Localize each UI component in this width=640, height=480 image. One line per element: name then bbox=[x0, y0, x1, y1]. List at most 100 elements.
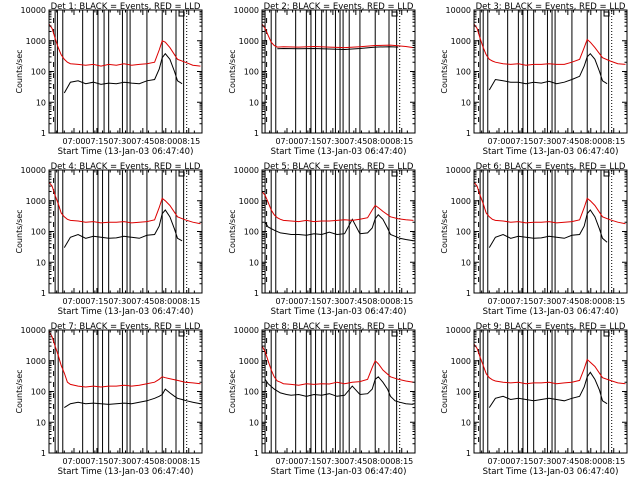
x-tick-label: 08:15 bbox=[602, 297, 625, 306]
panel-data-layer bbox=[49, 170, 201, 293]
y-tick-label: 100 bbox=[456, 228, 471, 237]
y-tick-label: 10000 bbox=[21, 6, 46, 15]
x-tick-label: 07:30 bbox=[533, 137, 556, 146]
y-tick-label: 100 bbox=[456, 388, 471, 397]
x-tick-label: 07:45 bbox=[556, 137, 579, 146]
x-tick-label: 08:00 bbox=[579, 457, 602, 466]
y-tick-label: 10 bbox=[249, 98, 259, 107]
x-axis-label: Start Time (13-Jan-03 06:47:40) bbox=[271, 467, 407, 477]
series-line-lld bbox=[474, 181, 626, 225]
panel-5: 1 10 100 1000 10000 07:00 07:15 07:30 07:45 08:00… bbox=[228, 162, 416, 317]
y-tick-label: 1 bbox=[466, 449, 471, 458]
series-line-events bbox=[488, 371, 608, 408]
x-tick-label: 08:15 bbox=[177, 137, 200, 146]
x-tick-label: 07:00 bbox=[62, 297, 85, 306]
x-tick-label: 08:15 bbox=[390, 457, 413, 466]
x-tick-label: 08:00 bbox=[367, 297, 390, 306]
x-tick-label: 08:15 bbox=[602, 457, 625, 466]
y-tick-label: 1 bbox=[41, 449, 46, 458]
x-axis-label: Start Time (13-Jan-03 06:47:40) bbox=[58, 307, 194, 317]
legend-box bbox=[178, 11, 185, 17]
series-line-events bbox=[488, 209, 608, 248]
legend-box bbox=[603, 171, 610, 177]
y-tick-label: 1000 bbox=[239, 37, 259, 46]
x-tick-label: 07:45 bbox=[344, 457, 367, 466]
series-line-lld bbox=[262, 345, 414, 386]
y-tick-label: 10 bbox=[461, 98, 471, 107]
y-tick-label: 1000 bbox=[451, 197, 471, 206]
y-tick-label: 10000 bbox=[234, 166, 259, 175]
legend-box bbox=[391, 171, 398, 177]
panel-title: Det 9: BLACK = Events, RED = LLD bbox=[476, 322, 626, 332]
y-tick-label: 1000 bbox=[26, 197, 46, 206]
y-axis-label: Counts/sec bbox=[440, 369, 449, 413]
y-tick-label: 100 bbox=[456, 68, 471, 77]
x-tick-label: 07:15 bbox=[85, 137, 108, 146]
x-tick-label: 07:15 bbox=[298, 137, 321, 146]
y-tick-label: 100 bbox=[244, 68, 259, 77]
x-tick-label: 07:00 bbox=[487, 137, 510, 146]
x-tick-label: 07:45 bbox=[344, 297, 367, 306]
panel-data-layer bbox=[474, 330, 626, 453]
series-line-lld bbox=[49, 23, 201, 67]
panel-title: Det 7: BLACK = Events, RED = LLD bbox=[51, 322, 201, 332]
y-tick-label: 1000 bbox=[26, 357, 46, 366]
y-tick-label: 1000 bbox=[451, 357, 471, 366]
x-axis-label: Start Time (13-Jan-03 06:47:40) bbox=[483, 307, 619, 317]
x-tick-label: 07:15 bbox=[510, 137, 533, 146]
y-tick-label: 100 bbox=[244, 228, 259, 237]
y-tick-label: 100 bbox=[31, 228, 46, 237]
x-axis-label: Start Time (13-Jan-03 06:47:40) bbox=[483, 467, 619, 477]
y-tick-label: 1 bbox=[254, 129, 259, 138]
legend-box bbox=[603, 331, 610, 337]
y-tick-label: 100 bbox=[244, 388, 259, 397]
series-line-lld bbox=[474, 23, 626, 66]
panel-data-layer bbox=[49, 330, 201, 453]
x-tick-label: 07:30 bbox=[108, 457, 131, 466]
panel-data-layer bbox=[49, 10, 201, 133]
y-axis-label: Counts/sec bbox=[15, 369, 24, 413]
series-line-events bbox=[488, 52, 608, 91]
x-tick-label: 07:45 bbox=[344, 137, 367, 146]
series-line-events bbox=[63, 52, 183, 94]
x-tick-label: 08:15 bbox=[390, 297, 413, 306]
x-tick-label: 07:30 bbox=[321, 297, 344, 306]
x-tick-label: 08:00 bbox=[367, 137, 390, 146]
y-tick-label: 1 bbox=[254, 449, 259, 458]
legend-box bbox=[178, 171, 185, 177]
x-tick-label: 08:00 bbox=[154, 137, 177, 146]
x-tick-label: 08:15 bbox=[390, 137, 413, 146]
x-tick-label: 07:15 bbox=[510, 297, 533, 306]
x-tick-label: 08:00 bbox=[579, 297, 602, 306]
x-tick-label: 07:45 bbox=[556, 457, 579, 466]
y-tick-label: 10000 bbox=[21, 166, 46, 175]
x-tick-label: 08:00 bbox=[154, 297, 177, 306]
x-tick-label: 07:00 bbox=[275, 137, 298, 146]
y-tick-label: 10000 bbox=[21, 326, 46, 335]
panel-data-layer bbox=[262, 330, 414, 453]
x-tick-label: 07:00 bbox=[275, 297, 298, 306]
panel-3: 1 10 100 1000 10000 07:00 07:15 07:30 07:45 08:00… bbox=[440, 2, 628, 157]
y-tick-label: 1000 bbox=[239, 357, 259, 366]
panel-title: Det 6: BLACK = Events, RED = LLD bbox=[476, 162, 626, 172]
x-tick-label: 08:15 bbox=[177, 457, 200, 466]
y-tick-label: 1 bbox=[466, 129, 471, 138]
x-tick-label: 07:15 bbox=[510, 457, 533, 466]
x-tick-label: 07:15 bbox=[298, 297, 321, 306]
panel-8: 1 10 100 1000 10000 07:00 07:15 07:30 07:45 08:00… bbox=[228, 322, 416, 477]
y-axis-label: Counts/sec bbox=[440, 209, 449, 253]
x-tick-label: 07:15 bbox=[85, 297, 108, 306]
x-tick-label: 07:45 bbox=[131, 137, 154, 146]
series-line-lld bbox=[474, 343, 626, 385]
x-tick-label: 07:00 bbox=[487, 297, 510, 306]
panel-title: Det 2: BLACK = Events, RED = LLD bbox=[264, 2, 414, 12]
y-axis-label: Counts/sec bbox=[15, 49, 24, 93]
x-tick-label: 08:00 bbox=[579, 137, 602, 146]
x-tick-label: 07:15 bbox=[298, 457, 321, 466]
series-line-lld bbox=[262, 191, 414, 223]
series-line-lld bbox=[262, 23, 414, 49]
x-axis-label: Start Time (13-Jan-03 06:47:40) bbox=[271, 307, 407, 317]
x-tick-label: 07:30 bbox=[108, 297, 131, 306]
